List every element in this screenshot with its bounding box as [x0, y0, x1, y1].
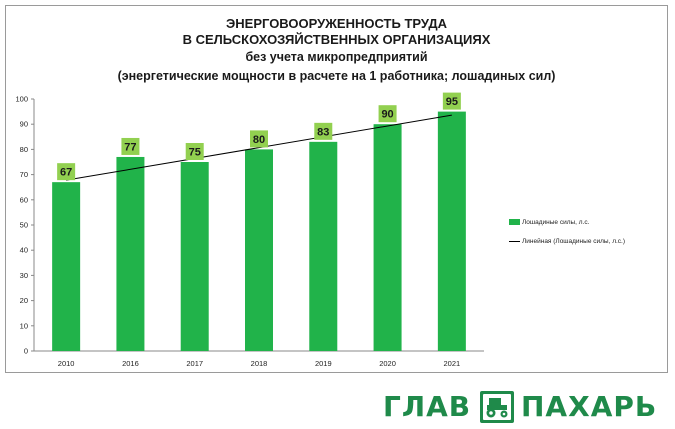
tractor-icon — [480, 391, 514, 423]
bar-2010 — [52, 182, 81, 351]
y-tick-label-40: 40 — [20, 246, 28, 255]
bar-chart-plot: 0 10 20 30 40 50 60 70 80 90 100 2010 2016 2017 2018 20… — [15, 92, 484, 368]
chart-title-line-1: ЭНЕРГОВООРУЖЕННОСТЬ ТРУДА — [226, 16, 447, 31]
bar-2018 — [245, 149, 273, 351]
chart-frame: ЭНЕРГОВООРУЖЕННОСТЬ ТРУДА В СЕЛЬСКОХОЗЯЙ… — [5, 5, 668, 373]
trend-line — [66, 114, 452, 181]
data-label-bg-2021 — [442, 92, 461, 110]
x-tick-label-2017: 2017 — [186, 359, 203, 368]
data-label-2018: 80 — [253, 134, 265, 146]
x-tick-label-2021: 2021 — [444, 359, 461, 368]
logo-text-left: ГЛАВ — [383, 390, 472, 423]
x-tick-label-2016: 2016 — [122, 359, 139, 368]
bar-2021 — [437, 111, 466, 351]
y-tick-label-100: 100 — [15, 95, 28, 104]
y-tick-label-20: 20 — [20, 296, 28, 305]
data-label-2019: 83 — [317, 126, 329, 138]
chart-title-line-2: В СЕЛЬСКОХОЗЯЙСТВЕННЫХ ОРГАНИЗАЦИЯХ — [182, 32, 491, 47]
bar-2017 — [180, 162, 209, 351]
legend-entry-bars: Лошадиные силы, л.с. — [509, 219, 589, 226]
y-tick-label-50: 50 — [20, 221, 28, 230]
data-label-bg-2017 — [185, 143, 204, 160]
brand-logo: ГЛАВ ПАХАРЬ — [383, 390, 668, 426]
data-label-bg-2020 — [378, 105, 397, 123]
data-label-2020: 90 — [381, 109, 393, 121]
chart-units-note: (энергетические мощности в расчете на 1 … — [117, 69, 556, 83]
legend-line-swatch — [509, 240, 520, 242]
logo-text-right: ПАХАРЬ — [521, 390, 658, 423]
data-label-bg-2016 — [121, 137, 140, 155]
bar-2019 — [309, 141, 338, 351]
y-tick-label-60: 60 — [20, 195, 28, 204]
y-tick-label-90: 90 — [20, 120, 28, 129]
legend-bars-label: Лошадиные силы, л.с. — [522, 219, 590, 226]
chart-subtitle: без учета микропредприятий — [245, 50, 428, 64]
x-tick-label-2020: 2020 — [379, 359, 396, 368]
legend-bar-swatch — [509, 219, 520, 226]
x-tick-label-2019: 2019 — [315, 359, 332, 368]
y-tick-label-10: 10 — [20, 321, 28, 330]
data-label-2010: 67 — [60, 167, 72, 179]
legend-trend-label: Линейная (Лошадиные силы, л.с.) — [522, 238, 626, 245]
data-label-2016: 77 — [124, 141, 136, 153]
bar-2020 — [373, 124, 402, 351]
y-tick-label-30: 30 — [20, 271, 28, 280]
data-label-bg-2010 — [57, 163, 76, 181]
y-tick-label-80: 80 — [20, 145, 28, 154]
data-label-2017: 75 — [189, 147, 201, 159]
data-label-bg-2018 — [250, 130, 268, 148]
y-tick-label-0: 0 — [24, 347, 28, 356]
data-label-2021: 95 — [446, 96, 458, 108]
x-tick-label-2010: 2010 — [58, 359, 75, 368]
data-label-bg-2019 — [314, 122, 333, 140]
legend-entry-trend: Линейная (Лошадиные силы, л.с.) — [509, 238, 625, 245]
y-tick-label-70: 70 — [20, 170, 28, 179]
bar-2016 — [116, 156, 145, 351]
x-tick-label-2018: 2018 — [251, 359, 268, 368]
